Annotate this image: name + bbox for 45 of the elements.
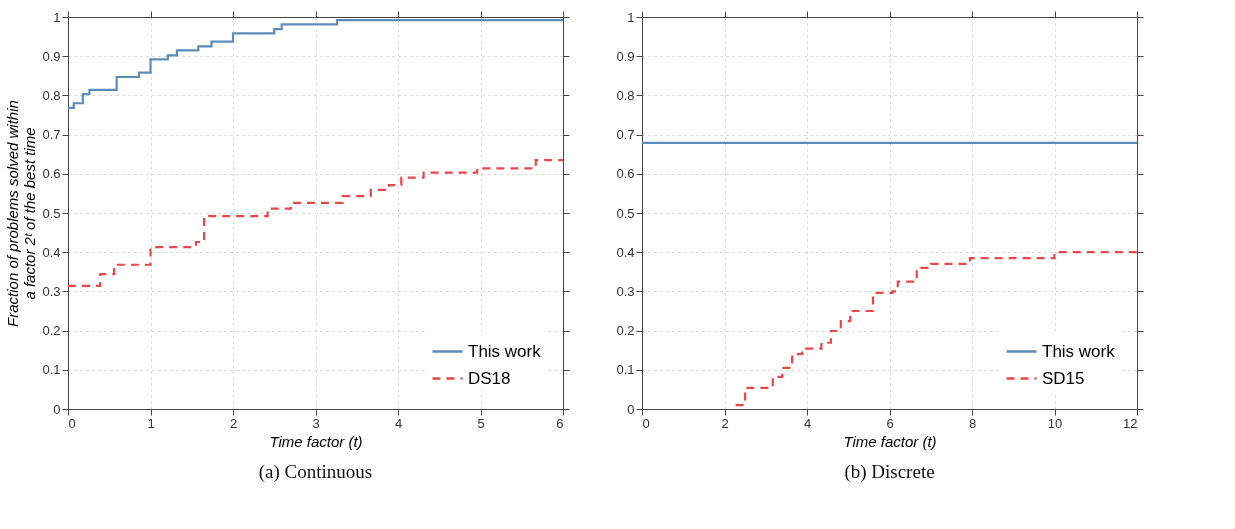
y-tick-label: 0 (627, 401, 635, 417)
y-tick-label: 0.5 (42, 205, 61, 221)
y-tick-label: 0.3 (616, 283, 635, 299)
x-tick-label: 0 (68, 415, 76, 431)
x-tick-label: 6 (886, 415, 894, 431)
x-tick-label: 4 (803, 415, 812, 431)
y-tick-label: 0.1 (616, 362, 635, 378)
y-tick-label: 0.9 (616, 48, 635, 64)
text: (a) Continuous (258, 461, 373, 483)
x-axis-title: Time factor (t) (269, 432, 363, 450)
x-tick-label: 4 (394, 415, 403, 431)
x-axis-title: Time factor (t) (843, 432, 937, 450)
y-tick-label: 0.1 (42, 362, 61, 378)
y-tick-label: 0.6 (616, 166, 635, 182)
legend-label: SD15 (1042, 368, 1085, 388)
x-tick-label: 12 (1123, 415, 1138, 431)
y-tick-label: 0.8 (42, 87, 61, 103)
y-tick-label: 0.9 (42, 48, 61, 64)
y-tick-label: 0.8 (616, 87, 635, 103)
x-tick-label: 1 (147, 415, 155, 431)
y-tick-label: 0.2 (42, 323, 61, 339)
y-axis-title: Fraction of problems solved within a factor 2ᵗ of the best time (4, 100, 39, 327)
legend-label: This work (1042, 341, 1116, 361)
y-tick-label: 0.6 (42, 166, 61, 182)
y-tick-label: 0.4 (616, 244, 635, 260)
y-tick-label: 0.5 (616, 205, 635, 221)
y-tick-label: 0.7 (616, 127, 635, 143)
y-tick-label: 1 (627, 9, 635, 25)
x-tick-label: 3 (312, 415, 320, 431)
x-tick-label: 6 (556, 415, 564, 431)
y-tick-label: 0.2 (616, 323, 635, 339)
y-tick-label: 0.3 (42, 283, 61, 299)
legend-label: DS18 (468, 368, 511, 388)
x-tick-label: 8 (968, 415, 977, 431)
legend-label: This work (468, 341, 542, 361)
y-tick-label: 1 (53, 9, 61, 25)
x-tick-label: 0 (642, 415, 650, 431)
x-tick-label: 2 (721, 415, 729, 431)
x-tick-label: 5 (477, 415, 485, 431)
x-tick-label: 2 (229, 415, 238, 431)
x-tick-label: 10 (1047, 415, 1063, 431)
text: (b) Discrete (844, 461, 935, 483)
y-tick-label: 0.7 (42, 127, 61, 143)
y-tick-label: 0.4 (42, 244, 61, 260)
y-tick-label: 0 (53, 401, 61, 417)
